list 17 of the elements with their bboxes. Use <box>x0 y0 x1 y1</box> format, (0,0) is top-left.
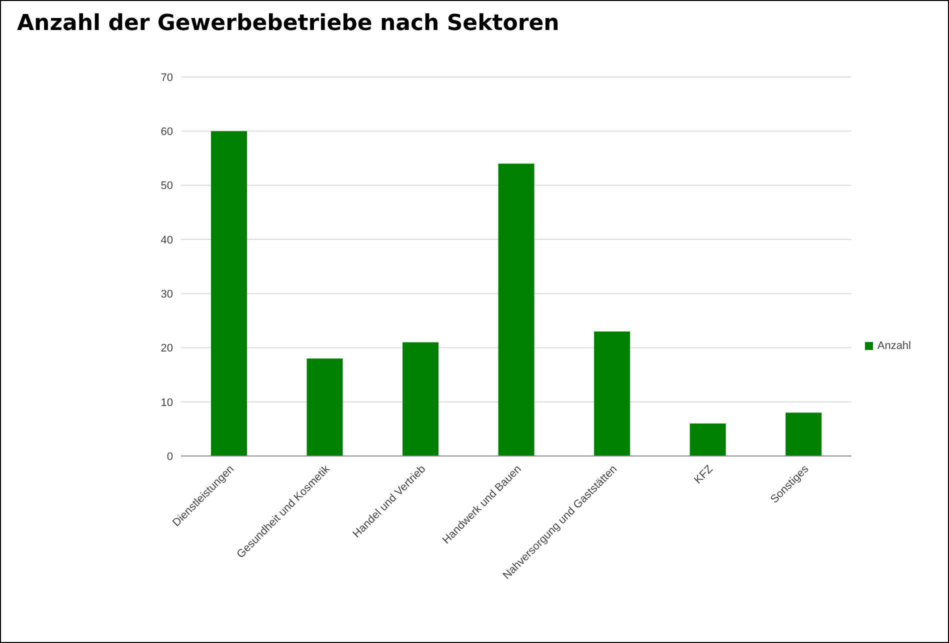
bar <box>786 412 822 456</box>
y-tick-label: 30 <box>160 288 173 300</box>
legend-label: Anzahl <box>877 340 911 352</box>
bar <box>690 424 726 456</box>
bar <box>211 131 247 456</box>
y-tick-label: 0 <box>166 450 173 463</box>
y-tick-label: 60 <box>160 126 173 138</box>
bar <box>306 358 343 456</box>
bar <box>594 331 630 456</box>
y-tick-label: 10 <box>160 396 173 409</box>
bar <box>402 342 439 456</box>
y-tick-label: 40 <box>160 234 173 246</box>
y-tick-label: 50 <box>160 180 173 192</box>
y-tick-label: 20 <box>160 342 173 355</box>
bar <box>498 164 534 456</box>
y-tick-label: 70 <box>160 72 173 84</box>
chart-title: Anzahl der Gewerbebetriebe nach Sektoren <box>17 11 560 36</box>
